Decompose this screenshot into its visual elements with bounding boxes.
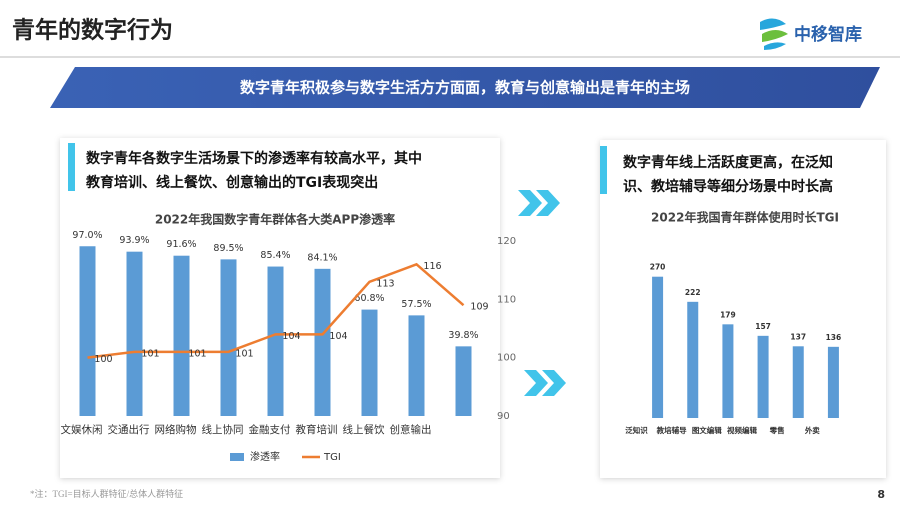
legend-label: TGI bbox=[323, 452, 341, 463]
data-label: 116 bbox=[423, 261, 441, 272]
chart-title: 2022年我国数字青年群体各大类APP渗透率 bbox=[155, 212, 395, 227]
bar bbox=[126, 251, 143, 416]
panel-text: 识、教培辅导等细分场景中时长高 bbox=[623, 178, 833, 195]
x-tick-label: 网络购物 bbox=[155, 423, 197, 436]
data-label: 39.8% bbox=[448, 330, 478, 341]
banner bbox=[50, 67, 880, 108]
chart-title: 2022年我国青年群体使用时长TGI bbox=[651, 210, 839, 225]
bar bbox=[173, 255, 190, 416]
data-label: 93.9% bbox=[119, 235, 149, 246]
x-tick-label: 教育培训 bbox=[296, 423, 338, 436]
page-number: 8 bbox=[877, 488, 885, 501]
bar bbox=[267, 266, 284, 416]
x-tick-label: 交通出行 bbox=[108, 423, 150, 436]
legend-swatch bbox=[230, 453, 244, 461]
data-label: 89.5% bbox=[213, 243, 243, 254]
bar bbox=[722, 324, 734, 418]
data-label: 101 bbox=[188, 348, 206, 359]
data-label: 179 bbox=[720, 310, 736, 319]
data-label: 137 bbox=[790, 332, 806, 341]
data-label: 91.6% bbox=[166, 239, 196, 250]
data-label: 270 bbox=[650, 263, 666, 272]
panel-text: 数字青年线上活跃度更高，在泛知 bbox=[623, 154, 833, 171]
footnote: *注：TGI=目标人群特征/总体人群特征 bbox=[30, 488, 183, 499]
bar bbox=[652, 276, 664, 418]
data-label: 101 bbox=[141, 348, 159, 359]
data-label: 97.0% bbox=[72, 230, 102, 241]
right-card bbox=[600, 140, 886, 478]
banner-text: 数字青年积极参与数字生活方方面面，教育与创意输出是青年的主场 bbox=[240, 79, 690, 97]
x-tick-label: 金融支付 bbox=[249, 423, 291, 436]
data-label: 157 bbox=[755, 322, 771, 331]
y2-tick-label: 90 bbox=[497, 411, 510, 422]
bar bbox=[757, 335, 769, 418]
x-tick-label: 视频编辑 bbox=[727, 425, 757, 435]
y2-tick-label: 100 bbox=[497, 353, 516, 364]
bar bbox=[455, 346, 472, 416]
bar bbox=[408, 315, 425, 416]
slide-title: 青年的数字行为 bbox=[12, 17, 173, 44]
line bbox=[87, 262, 465, 359]
x-tick-label: 线上餐饮 bbox=[343, 423, 385, 436]
data-label: 113 bbox=[376, 278, 394, 289]
bar bbox=[314, 268, 331, 416]
panel-text: 数字青年各数字生活场景下的渗透率有较高水平，其中 bbox=[86, 150, 422, 167]
logo-text: 中移智库 bbox=[794, 24, 862, 45]
data-label: 85.4% bbox=[260, 250, 290, 261]
data-label: 104 bbox=[282, 331, 300, 342]
data-label: 101 bbox=[235, 348, 253, 359]
data-label: 100 bbox=[94, 354, 112, 365]
x-tick-label: 线上协同 bbox=[202, 423, 244, 436]
logo: 中移智库 bbox=[760, 18, 862, 50]
data-label: 136 bbox=[826, 333, 842, 342]
bar bbox=[792, 346, 804, 418]
bar bbox=[687, 301, 699, 418]
bar bbox=[79, 246, 96, 416]
x-tick-label: 图文编辑 bbox=[692, 425, 722, 435]
accent-bar bbox=[600, 146, 607, 194]
data-label: 104 bbox=[329, 331, 347, 342]
data-label: 109 bbox=[470, 302, 488, 313]
data-label: 57.5% bbox=[401, 299, 431, 310]
y2-tick-label: 110 bbox=[497, 294, 516, 305]
bar bbox=[220, 259, 237, 416]
x-tick-label: 创意输出 bbox=[390, 423, 432, 436]
bar bbox=[827, 346, 839, 418]
y2-tick-label: 120 bbox=[497, 236, 516, 247]
legend-label: 渗透率 bbox=[250, 450, 280, 463]
x-tick-label: 零售 bbox=[769, 425, 785, 435]
data-label: 222 bbox=[685, 288, 701, 297]
accent-bar bbox=[68, 143, 75, 191]
bar bbox=[361, 309, 378, 416]
data-label: 84.1% bbox=[307, 252, 337, 263]
panel-text: 教育培训、线上餐饮、创意输出的TGI表现突出 bbox=[86, 174, 378, 191]
x-tick-label: 教培辅导 bbox=[656, 425, 687, 435]
x-tick-label: 外卖 bbox=[805, 425, 820, 435]
data-label: 60.8% bbox=[354, 293, 384, 304]
x-tick-label: 泛知识 bbox=[625, 425, 648, 435]
chevrons bbox=[518, 190, 566, 396]
x-tick-label: 文娱休闲 bbox=[61, 423, 103, 436]
